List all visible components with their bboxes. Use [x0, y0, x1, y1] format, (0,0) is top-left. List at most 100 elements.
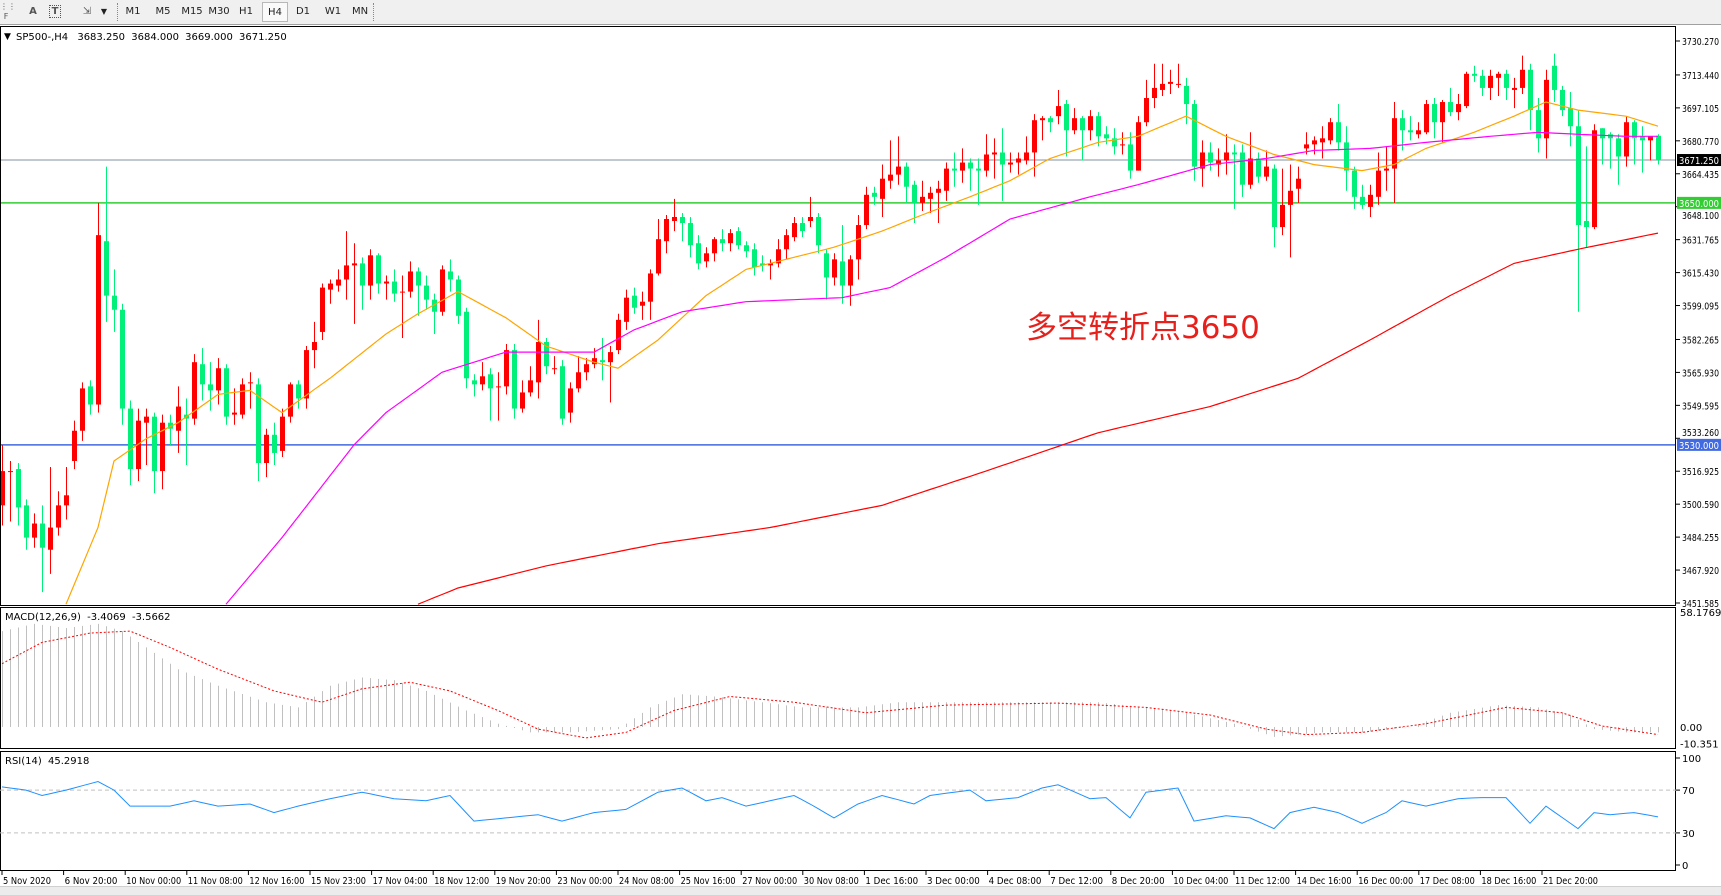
timeframe-w1[interactable]: W1	[324, 6, 342, 17]
candle-body	[912, 184, 917, 203]
candle	[1304, 132, 1309, 155]
candle-body	[1584, 221, 1589, 228]
annotation-text[interactable]: 多空转折点3650	[1026, 310, 1260, 346]
candle-body	[1200, 152, 1205, 169]
candle-body	[1176, 83, 1181, 85]
candle-body	[360, 263, 365, 286]
candle-body	[1232, 152, 1237, 155]
candle-body	[920, 196, 925, 203]
main-panel-frame	[0, 26, 1676, 606]
candle-body	[376, 255, 381, 284]
timeframe-d1[interactable]: D1	[295, 6, 311, 17]
candle-body	[560, 366, 565, 419]
candle-body	[1256, 158, 1261, 177]
candle-body	[1208, 152, 1213, 163]
candle-body	[40, 523, 45, 548]
candle-body	[1008, 162, 1013, 165]
candle	[120, 303, 125, 425]
candle	[200, 348, 205, 401]
candle-body	[760, 263, 765, 266]
candle-body	[896, 166, 901, 175]
candle-body	[488, 374, 493, 389]
candle	[864, 186, 869, 230]
date-tick-label: 30 Nov 08:00	[804, 876, 859, 886]
timeframe-h4[interactable]: H4	[262, 2, 288, 22]
candle	[616, 313, 621, 355]
candle-body	[1392, 118, 1397, 169]
candle-body	[1360, 196, 1365, 205]
candle	[1200, 140, 1205, 187]
candle	[1424, 100, 1429, 135]
timeframe-m15[interactable]: M15	[181, 6, 203, 17]
text-tool-button[interactable]: A	[29, 6, 37, 17]
candle	[1256, 152, 1261, 183]
candle-body	[936, 188, 941, 193]
text-label-tool-button[interactable]: T	[47, 2, 63, 22]
rsi-panel-frame	[0, 751, 1676, 871]
price-tick-label: 3484.255	[1682, 533, 1719, 544]
date-tick-label: 18 Dec 16:00	[1481, 876, 1536, 886]
candle-body	[928, 192, 933, 199]
candle-body	[1504, 73, 1509, 88]
candle-body	[8, 471, 13, 473]
date-tick-label: 12 Nov 16:00	[249, 876, 304, 886]
macd-panel	[1, 623, 1659, 739]
candle	[160, 414, 165, 490]
candle-body	[392, 281, 397, 294]
candle-body	[216, 368, 221, 391]
candle	[608, 346, 613, 403]
candle-body	[56, 505, 61, 528]
date-tick-label: 23 Nov 00:00	[557, 876, 612, 886]
candle-body	[1464, 73, 1469, 107]
candle-body	[1216, 160, 1221, 165]
timeframe-m30[interactable]: M30	[208, 6, 230, 17]
candle-body	[400, 291, 405, 293]
candle-body	[1272, 168, 1277, 228]
candle	[1240, 144, 1245, 197]
candle-body	[344, 265, 349, 280]
candle	[656, 219, 661, 276]
candle	[376, 253, 381, 294]
timeframe-mn[interactable]: MN	[351, 6, 369, 17]
candle-body	[864, 194, 869, 226]
candle	[1552, 53, 1557, 103]
candle-body	[472, 380, 477, 385]
candle-body	[256, 384, 261, 464]
chevron-down-icon[interactable]: ▼	[100, 7, 108, 16]
candle	[280, 408, 285, 457]
candle-body	[16, 469, 21, 508]
candle-body	[1608, 134, 1613, 139]
candle-body	[1168, 81, 1173, 84]
candle-body	[1112, 138, 1117, 147]
candle	[568, 382, 573, 423]
date-tick-label: 18 Nov 12:00	[434, 876, 489, 886]
candle-body	[1656, 135, 1661, 161]
axes: 3730.270 3713.440 3697.105 3680.770 3664.435…	[1, 37, 1721, 886]
candle-body	[1448, 102, 1453, 113]
candle-body	[1592, 130, 1597, 228]
candle-body	[552, 368, 557, 370]
candle-body	[1000, 152, 1005, 165]
candle-body	[424, 285, 429, 300]
candle-body	[672, 216, 677, 222]
arrows-tool-button[interactable]: ⇲	[82, 6, 92, 17]
candle-body	[1408, 130, 1413, 133]
candle-body	[200, 364, 205, 385]
candle	[1040, 116, 1045, 141]
candle	[112, 269, 117, 332]
candle	[352, 243, 357, 324]
candle	[136, 408, 141, 482]
date-tick-label: 17 Nov 04:00	[373, 876, 428, 886]
candle	[840, 225, 845, 304]
timeframe-h1[interactable]: H1	[239, 6, 253, 17]
collapse-triangle-icon[interactable]: ▼	[4, 32, 11, 42]
candle	[264, 428, 269, 478]
candle	[872, 186, 877, 205]
candle	[784, 229, 789, 260]
grid-icon[interactable]: ⋮⋮ F	[0, 2, 16, 21]
candle	[32, 513, 37, 548]
timeframe-m5[interactable]: M5	[155, 6, 171, 17]
timeframe-m1[interactable]: M1	[125, 6, 141, 17]
candle	[1128, 132, 1133, 179]
